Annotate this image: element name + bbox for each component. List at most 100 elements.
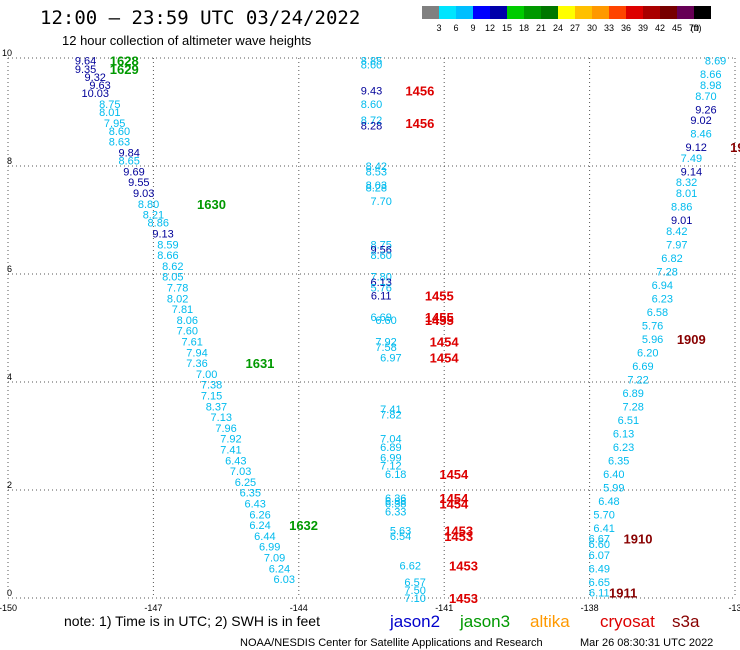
colorbar-swatch bbox=[456, 6, 473, 19]
wave-height-label: 9.02 bbox=[690, 115, 711, 127]
wave-height-label: 6.43 bbox=[225, 455, 246, 467]
wave-height-label: 7.80 bbox=[370, 272, 391, 284]
wave-height-label: 7.41 bbox=[220, 445, 241, 457]
colorbar-label: 12 bbox=[485, 23, 495, 33]
wave-height-label: 8.02 bbox=[167, 293, 188, 305]
colorbar-swatch bbox=[524, 6, 541, 19]
wave-height-label: 6.07 bbox=[589, 550, 610, 562]
colorbar-label: 21 bbox=[536, 23, 546, 33]
y-tick-label: 4 bbox=[7, 372, 12, 382]
wave-height-label: 6.60 bbox=[589, 539, 610, 551]
wave-height-label: 6.69 bbox=[632, 361, 653, 373]
wave-height-label: 8.42 bbox=[366, 161, 387, 173]
wave-height-label: 6.13 bbox=[370, 277, 391, 289]
wave-height-label: 6.60 bbox=[375, 315, 396, 327]
wave-height-label: 9.32 bbox=[85, 72, 106, 84]
wave-height-label: 8.60 bbox=[361, 99, 382, 111]
wave-height-label: 6.43 bbox=[244, 499, 265, 511]
pass-time-label: 19 bbox=[730, 140, 740, 155]
wave-height-label: 7.61 bbox=[181, 337, 202, 349]
wave-height-label: 6.89 bbox=[380, 442, 401, 454]
wave-height-label: 8.37 bbox=[206, 401, 227, 413]
satellite-legend: jason2 jason3 altika cryosat s3a bbox=[389, 612, 700, 631]
wave-height-label: 6.20 bbox=[637, 347, 658, 359]
wave-height-label: 9.26 bbox=[695, 104, 716, 116]
colorbar-swatch bbox=[473, 6, 490, 19]
colorbar-label: 70 bbox=[689, 23, 699, 33]
wave-height-label: 6.99 bbox=[259, 542, 280, 554]
legend-entry-jason3: jason3 bbox=[459, 612, 510, 631]
wave-height-label: 6.67 bbox=[589, 534, 610, 546]
wave-height-label: 6.33 bbox=[385, 507, 406, 519]
axes: -150 -147 -144 -141 -138 -13 0 2 4 6 8 10 bbox=[0, 48, 740, 613]
y-tick-label: 8 bbox=[7, 156, 12, 166]
colorbar-swatch bbox=[609, 6, 626, 19]
wave-height-label: 9.12 bbox=[686, 142, 707, 154]
wave-height-label: 6.57 bbox=[404, 577, 425, 589]
pass-time-label: 1453 bbox=[449, 591, 478, 606]
x-tick-label: -144 bbox=[290, 603, 308, 613]
colorbar-label: (ft) bbox=[691, 23, 702, 33]
wave-height-label: 7.82 bbox=[380, 409, 401, 421]
colorbar-label: 15 bbox=[502, 23, 512, 33]
color-scale-legend: 3 6 9 12 15 18 21 24 27 30 33 36 39 42 45 70(ft) bbox=[422, 6, 711, 33]
wave-height-label: 6.69 bbox=[370, 312, 391, 324]
wave-height-label: 9.14 bbox=[681, 166, 702, 178]
pass-time-label: 1456 bbox=[405, 116, 434, 131]
wave-height-label: 9.84 bbox=[118, 148, 139, 160]
wave-height-label: 6.24 bbox=[269, 563, 290, 575]
legend-entry-jason2: jason2 bbox=[389, 612, 440, 631]
pass-time-label: 1909 bbox=[677, 332, 706, 347]
chart-title: 12:00 — 23:59 UTC 03/24/2022 bbox=[40, 7, 360, 29]
wave-height-label: 8.75 bbox=[99, 99, 120, 111]
colorbar-label: 27 bbox=[570, 23, 580, 33]
wave-height-label: 8.66 bbox=[157, 250, 178, 262]
pass-time-label: 1631 bbox=[245, 356, 274, 371]
wave-height-label: 8.05 bbox=[162, 272, 183, 284]
wave-height-label: 8.86 bbox=[148, 218, 169, 230]
pass-time-label: 1455 bbox=[425, 313, 454, 328]
pass-time-label: 1454 bbox=[430, 335, 460, 350]
chart-subtitle: 12 hour collection of altimeter wave hei… bbox=[62, 33, 312, 48]
wave-height-label: 5.96 bbox=[642, 334, 663, 346]
wave-height-label: 8.69 bbox=[705, 56, 726, 68]
x-tick-label: -141 bbox=[435, 603, 453, 613]
wave-height-label: 6.82 bbox=[661, 253, 682, 265]
colorbar-label: 36 bbox=[621, 23, 631, 33]
wave-height-label: 9.35 bbox=[75, 64, 96, 76]
wave-height-label: 6.25 bbox=[235, 477, 256, 489]
wave-height-label: 9.01 bbox=[671, 215, 692, 227]
wave-height-label: 6.62 bbox=[400, 561, 421, 573]
wave-height-label: 9.43 bbox=[361, 85, 382, 97]
wave-height-label: 8.32 bbox=[676, 177, 697, 189]
wave-height-label: 7.92 bbox=[375, 337, 396, 349]
wave-height-label: 7.81 bbox=[172, 304, 193, 316]
colorbar-label: 18 bbox=[519, 23, 529, 33]
pass-time-label: 1456 bbox=[405, 83, 434, 98]
credit-text: NOAA/NESDIS Center for Satellite Applica… bbox=[240, 637, 543, 649]
wave-height-label: 7.36 bbox=[186, 358, 207, 370]
x-tick-label: -138 bbox=[581, 603, 599, 613]
wave-height-label: 7.97 bbox=[666, 239, 687, 251]
pass-time-label: 1453 bbox=[444, 524, 473, 539]
pass-time-label: 1632 bbox=[289, 518, 318, 533]
data-layer: 9.649.359.329.6310.038.758.017.958.608.6… bbox=[75, 54, 740, 606]
wave-height-label: 7.13 bbox=[211, 412, 232, 424]
wave-height-label: 8.62 bbox=[162, 261, 183, 273]
wave-height-label: 7.12 bbox=[380, 461, 401, 473]
wave-height-label: 6.03 bbox=[274, 574, 295, 586]
colorbar-label: 6 bbox=[453, 23, 458, 33]
pass-time-label: 1453 bbox=[444, 529, 473, 544]
wave-height-label: 7.78 bbox=[167, 283, 188, 295]
wave-height-label: 5.76 bbox=[642, 320, 663, 332]
wave-height-label: 7.95 bbox=[104, 118, 125, 130]
legend-entry-altika: altika bbox=[530, 612, 570, 631]
colorbar-swatch bbox=[626, 6, 643, 19]
y-tick-label: 10 bbox=[2, 48, 12, 58]
wave-height-label: 8.98 bbox=[700, 80, 721, 92]
wave-height-label: 7.41 bbox=[380, 404, 401, 416]
wave-height-label: 9.69 bbox=[123, 166, 144, 178]
wave-height-label: 7.15 bbox=[201, 391, 222, 403]
wave-height-label: 7.50 bbox=[404, 585, 425, 597]
wave-height-label: 9.03 bbox=[133, 188, 154, 200]
